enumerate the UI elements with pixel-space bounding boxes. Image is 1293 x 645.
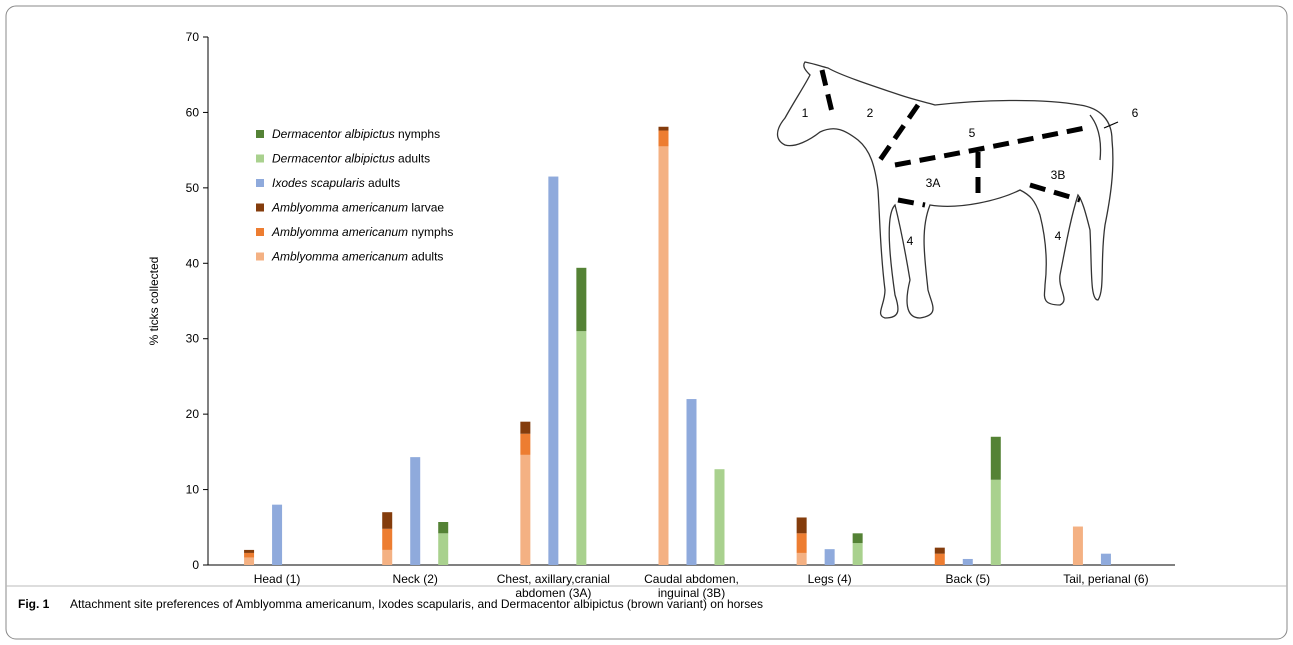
x-tick-label: Neck (2) — [393, 572, 438, 586]
frame — [6, 6, 1287, 639]
legend-label: Dermacentor albipictus adults — [272, 152, 430, 166]
bar-segment — [991, 437, 1001, 480]
legend-swatch — [256, 228, 264, 236]
bar-segment — [382, 550, 392, 565]
caption-label: Fig. 1 — [18, 597, 50, 611]
y-tick-label: 50 — [186, 181, 200, 195]
bar-segment — [244, 557, 254, 565]
y-tick-label: 30 — [186, 332, 200, 346]
legend-swatch — [256, 179, 264, 187]
bar-segment — [382, 529, 392, 550]
legend-swatch — [256, 253, 264, 261]
y-tick-label: 60 — [186, 105, 200, 119]
bar-segment — [520, 455, 530, 565]
illustration-label: 3A — [926, 176, 941, 190]
x-tick-label: Tail, perianal (6) — [1063, 572, 1148, 586]
bar-segment — [548, 177, 558, 565]
illustration-label: 4 — [907, 234, 914, 248]
y-axis-label: % ticks collected — [147, 257, 161, 346]
bar-segment — [1101, 554, 1111, 565]
bar-segment — [438, 522, 448, 533]
bar-segment — [991, 480, 1001, 565]
legend-label: Dermacentor albipictus nymphs — [272, 127, 440, 141]
bar-segment — [520, 422, 530, 434]
illustration-label: 5 — [969, 126, 976, 140]
bar-segment — [244, 553, 254, 558]
caption: Attachment site preferences of Amblyomma… — [70, 597, 763, 611]
bar-segment — [410, 457, 420, 565]
horse-illustration — [778, 62, 1119, 318]
bar-segment — [382, 512, 392, 529]
y-tick-label: 40 — [186, 256, 200, 270]
illustration-label: 4 — [1055, 229, 1062, 243]
illustration-label: 1 — [802, 106, 809, 120]
bar-segment — [520, 434, 530, 455]
bar-segment — [715, 469, 725, 565]
bar-segment — [687, 399, 697, 565]
x-tick-label: Back (5) — [945, 572, 990, 586]
bar-segment — [659, 131, 669, 147]
y-tick-label: 20 — [186, 407, 200, 421]
bar-segment — [272, 505, 282, 565]
bar-segment — [659, 127, 669, 131]
bar-segment — [963, 559, 973, 565]
bar-segment — [797, 533, 807, 553]
legend-swatch — [256, 130, 264, 138]
bar-segment — [935, 548, 945, 554]
legend-label: Amblyomma americanum larvae — [271, 201, 444, 215]
illustration-label: 2 — [867, 106, 874, 120]
bar-segment — [576, 331, 586, 565]
bar-segment — [853, 533, 863, 543]
figure: 0 10 20 30 40 50 60 70 % ticks collected Head (1)… — [0, 0, 1293, 645]
legend-label: Ixodes scapularis adults — [272, 176, 400, 190]
illustration-label: 3B — [1051, 168, 1066, 182]
bar-segment — [797, 553, 807, 565]
y-tick-label: 10 — [186, 483, 200, 497]
x-tick-label: Head (1) — [254, 572, 301, 586]
bar-segment — [438, 533, 448, 565]
y-tick-label: 0 — [192, 558, 199, 572]
bar-segment — [797, 517, 807, 533]
bar-segment — [1073, 527, 1083, 565]
legend-swatch — [256, 204, 264, 212]
y-tick-label: 70 — [186, 30, 200, 44]
legend-label: Amblyomma americanum nymphs — [271, 225, 453, 239]
illustration-label: 6 — [1132, 106, 1139, 120]
legend-swatch — [256, 155, 264, 163]
bar-segment — [576, 268, 586, 331]
bar-segment — [825, 549, 835, 565]
bar-segment — [244, 550, 254, 553]
x-tick-label: Legs (4) — [808, 572, 852, 586]
bar-segment — [853, 543, 863, 565]
bar-segment — [659, 146, 669, 565]
legend-label: Amblyomma americanum adults — [271, 250, 443, 264]
bar-segment — [935, 554, 945, 565]
